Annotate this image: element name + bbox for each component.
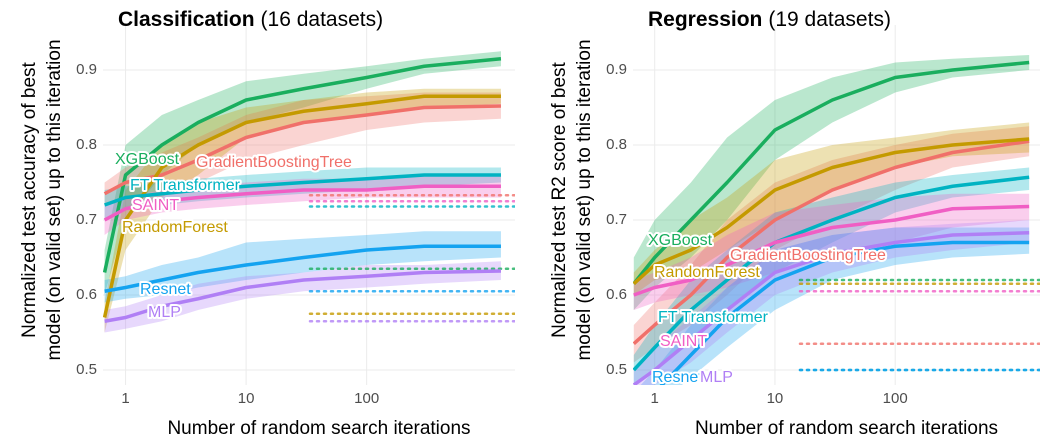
band [633, 167, 1030, 385]
y-tick-label: 0.6 [76, 286, 97, 303]
series-label: XGBoost [115, 151, 180, 168]
x-tick-label: 100 [883, 390, 908, 407]
series-label: GradientBoostingTree [196, 154, 352, 171]
band [633, 55, 1030, 310]
y-axis-title: model (on valid set) up to this iteratio… [574, 39, 595, 360]
y-tick-label: 0.7 [606, 211, 627, 228]
y-axis-title: Normalized test R2 score of best [549, 61, 570, 337]
band [104, 261, 501, 333]
series-label: XGBoost [648, 232, 713, 249]
band [633, 193, 1030, 310]
band [104, 51, 501, 295]
y-tick-label: 0.8 [606, 136, 627, 153]
panel: 0.5 0.6 0.7 0.8 0.9 1 10 100 XGBoost GradientBoos… [19, 8, 515, 439]
y-tick-label: 0.8 [76, 136, 97, 153]
line [103, 104, 501, 196]
line [104, 244, 501, 293]
series-label: SAINT [132, 197, 179, 214]
line [103, 94, 501, 318]
title-note: (16 datasets) [261, 8, 384, 31]
band [633, 122, 1030, 295]
panel: 0.5 0.6 0.7 0.8 0.9 1 10 100 XGBoost GradientBoos… [549, 8, 1040, 439]
series-label: Resnet [140, 281, 191, 298]
line [633, 139, 1030, 346]
series-label: FT Transformer [130, 177, 241, 194]
title-bold: Regression [648, 8, 762, 31]
line [103, 184, 501, 222]
line [103, 57, 502, 273]
series-label: Resnet [652, 369, 703, 386]
x-tick-label: 1 [651, 390, 659, 407]
band [104, 167, 501, 220]
y-tick-label: 0.9 [606, 61, 627, 78]
plot-area [103, 51, 515, 333]
line [103, 173, 501, 207]
series-label: RandomForest [122, 219, 228, 236]
x-tick-label: 10 [238, 390, 255, 407]
band [104, 92, 501, 205]
line [633, 231, 1030, 385]
series-label: MLP [700, 369, 733, 386]
x-tick-label: 1 [121, 390, 129, 407]
line [633, 60, 1030, 285]
x-tick-label: 10 [767, 390, 784, 407]
line [633, 137, 1030, 286]
panel-title: Classification (16 datasets) [118, 8, 383, 31]
y-tick-label: 0.7 [76, 211, 97, 228]
series-label: FT Transformer [658, 309, 769, 326]
band [633, 126, 1030, 363]
title-note: (19 datasets) [768, 8, 891, 31]
y-tick-label: 0.9 [76, 61, 97, 78]
plot-area [633, 55, 1040, 385]
line [633, 204, 1030, 297]
band [104, 88, 501, 333]
series-label: MLP [148, 304, 181, 321]
line [659, 240, 1030, 385]
y-tick-label: 0.5 [606, 361, 627, 378]
y-axis-title: model (on valid set) up to this iteratio… [44, 39, 65, 360]
x-axis-title: Number of random search iterations [695, 418, 998, 439]
panel-title: Regression (19 datasets) [648, 8, 891, 31]
y-axis-title: Normalized test accuracy of best [19, 61, 40, 337]
line [104, 269, 501, 323]
series-label: GradientBoostingTree [730, 247, 886, 264]
y-tick-label: 0.5 [76, 361, 97, 378]
title-bold: Classification [118, 8, 255, 31]
series-label: SAINT [660, 333, 707, 350]
x-tick-label: 100 [354, 390, 379, 407]
series-label: RandomForest [654, 264, 760, 281]
x-axis-title: Number of random search iterations [167, 418, 470, 439]
y-tick-label: 0.6 [606, 286, 627, 303]
